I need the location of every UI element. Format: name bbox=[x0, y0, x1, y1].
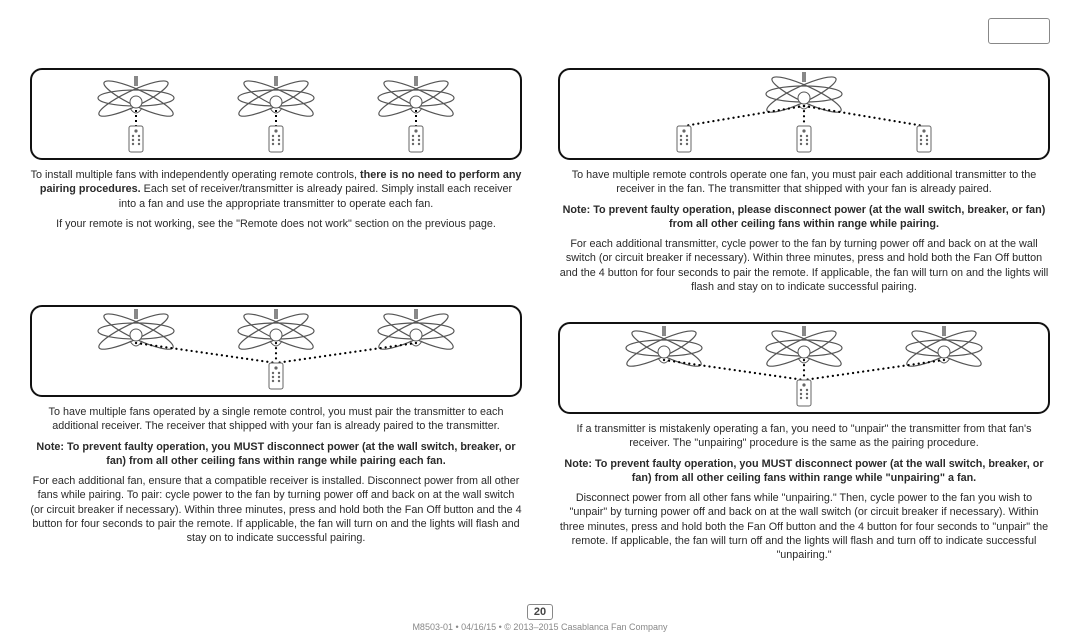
note: Note: To prevent faulty operation, you M… bbox=[30, 440, 522, 469]
paragraph: To install multiple fans with independen… bbox=[30, 168, 522, 211]
paragraph: If your remote is not working, see the "… bbox=[30, 217, 522, 231]
illustration-three-fans-one-remote bbox=[30, 305, 522, 397]
section-bottom-right: If a transmitter is mistakenly operating… bbox=[558, 322, 1050, 568]
page-number: 20 bbox=[527, 604, 553, 620]
footer-text: M8503-01 • 04/16/15 • © 2013–2015 Casabl… bbox=[0, 622, 1080, 632]
text-block: If a transmitter is mistakenly operating… bbox=[558, 422, 1050, 562]
illustration-one-fan-three-remotes bbox=[558, 68, 1050, 160]
section-top-left: To install multiple fans with independen… bbox=[30, 68, 522, 237]
section-top-right: To have multiple remote controls operate… bbox=[558, 68, 1050, 300]
page-footer: 20 M8503-01 • 04/16/15 • © 2013–2015 Cas… bbox=[0, 602, 1080, 632]
paragraph: If a transmitter is mistakenly operating… bbox=[558, 422, 1050, 451]
paragraph: Disconnect power from all other fans whi… bbox=[558, 491, 1050, 562]
section-bottom-left: To have multiple fans operated by a sing… bbox=[30, 305, 522, 551]
tools-indicator-box bbox=[988, 18, 1050, 44]
text-block: To have multiple fans operated by a sing… bbox=[30, 405, 522, 545]
right-column: To have multiple remote controls operate… bbox=[558, 68, 1050, 590]
note: Note: To prevent faulty operation, you M… bbox=[558, 457, 1050, 486]
fan-diagram-svg bbox=[32, 307, 520, 395]
illustration-three-fans-three-remotes bbox=[30, 68, 522, 160]
left-column: To install multiple fans with independen… bbox=[30, 68, 522, 590]
text-block: To install multiple fans with independen… bbox=[30, 168, 522, 231]
paragraph: To have multiple fans operated by a sing… bbox=[30, 405, 522, 434]
illustration-unpair bbox=[558, 322, 1050, 414]
text: Each set of receiver/transmitter is alre… bbox=[119, 183, 512, 209]
fan-diagram-svg bbox=[560, 70, 1048, 158]
fan-diagram-svg bbox=[560, 324, 1048, 412]
paragraph: For each additional transmitter, cycle p… bbox=[558, 237, 1050, 294]
note: Note: To prevent faulty operation, pleas… bbox=[558, 203, 1050, 232]
paragraph: To have multiple remote controls operate… bbox=[558, 168, 1050, 197]
paragraph: For each additional fan, ensure that a c… bbox=[30, 474, 522, 545]
manual-page: To install multiple fans with independen… bbox=[0, 0, 1080, 638]
fan-diagram-svg bbox=[32, 70, 520, 158]
content-columns: To install multiple fans with independen… bbox=[30, 68, 1050, 590]
text: To install multiple fans with independen… bbox=[31, 169, 360, 181]
text-block: To have multiple remote controls operate… bbox=[558, 168, 1050, 294]
